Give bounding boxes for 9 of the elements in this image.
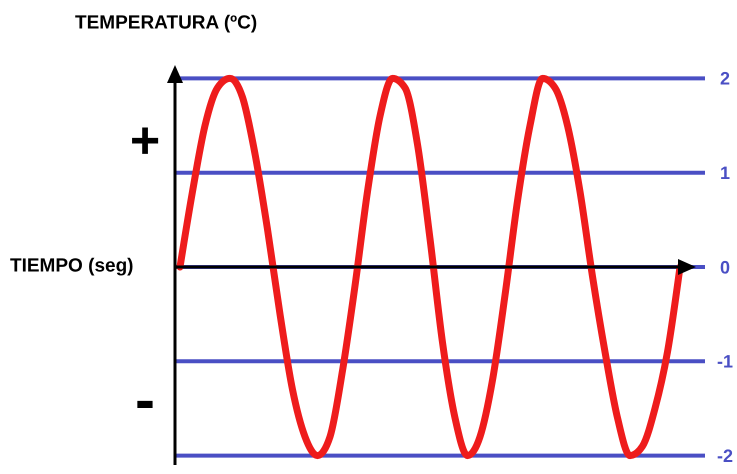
y-axis-title: TEMPERATURA (ºC) [75, 12, 258, 34]
text: + [130, 112, 160, 170]
y-tick-label: -1 [716, 352, 734, 372]
text: - [135, 366, 155, 433]
y-tick-label: 1 [720, 163, 730, 184]
y-tick-label: -2 [716, 446, 734, 466]
x-axis-title: TIEMPO (seg) [10, 256, 134, 277]
y-tick-label: 0 [720, 257, 730, 278]
y-tick-label: 2 [720, 68, 730, 89]
